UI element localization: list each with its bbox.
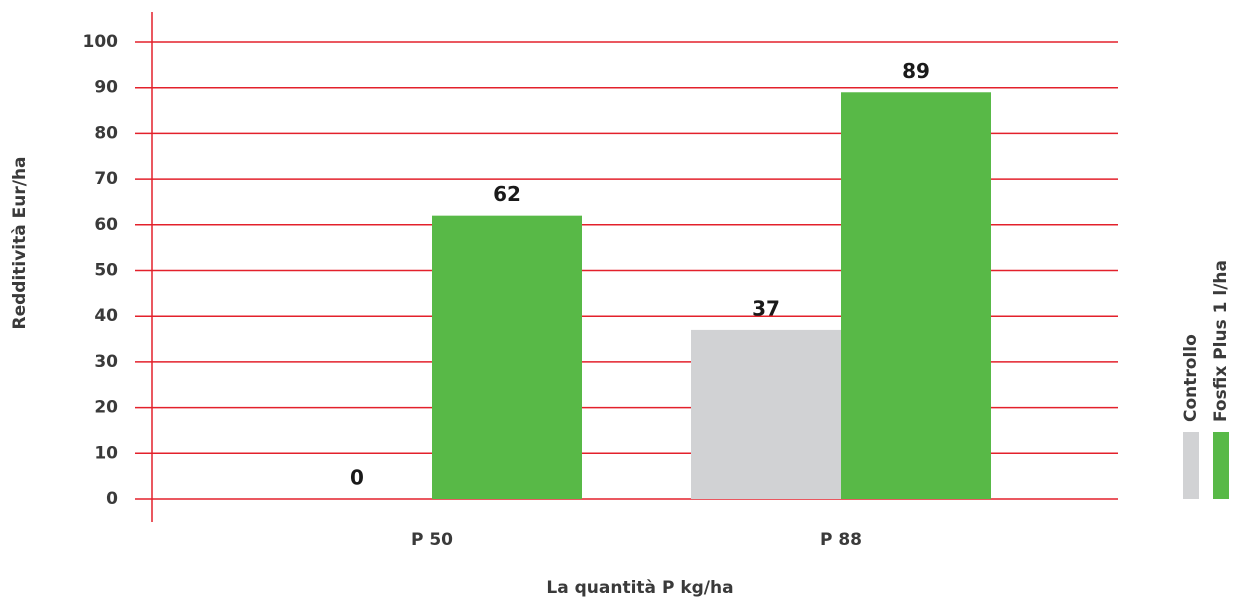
- x-axis-label: La quantità P kg/ha: [546, 578, 733, 598]
- y-tick-label: 60: [94, 215, 118, 235]
- y-axis-label: Redditività Eur/ha: [10, 156, 30, 329]
- y-tick-label: 80: [94, 123, 118, 143]
- value-label: 89: [902, 59, 930, 83]
- y-tick-label: 70: [94, 169, 118, 189]
- y-tick-label: 40: [94, 306, 118, 326]
- value-label: 0: [350, 466, 364, 490]
- value-label: 37: [752, 296, 780, 320]
- x-tick-label: P 88: [820, 530, 862, 550]
- legend-label: Controllo: [1181, 334, 1201, 422]
- y-tick-label: 100: [83, 32, 119, 52]
- value-label: 62: [493, 182, 521, 206]
- legend-swatch: [1183, 432, 1199, 499]
- y-tick-label: 20: [94, 398, 118, 418]
- legend-swatch: [1213, 432, 1229, 499]
- y-tick-label: 90: [94, 78, 118, 98]
- bar: [432, 215, 582, 499]
- bar: [841, 92, 991, 500]
- bar: [691, 329, 841, 499]
- y-tick-label: 0: [106, 489, 118, 509]
- y-tick-label: 50: [94, 261, 118, 281]
- y-tick-label: 10: [94, 443, 118, 463]
- x-tick-label: P 50: [411, 530, 453, 550]
- y-tick-label: 30: [94, 352, 118, 372]
- legend-label: Fosfix Plus 1 l/ha: [1211, 260, 1231, 422]
